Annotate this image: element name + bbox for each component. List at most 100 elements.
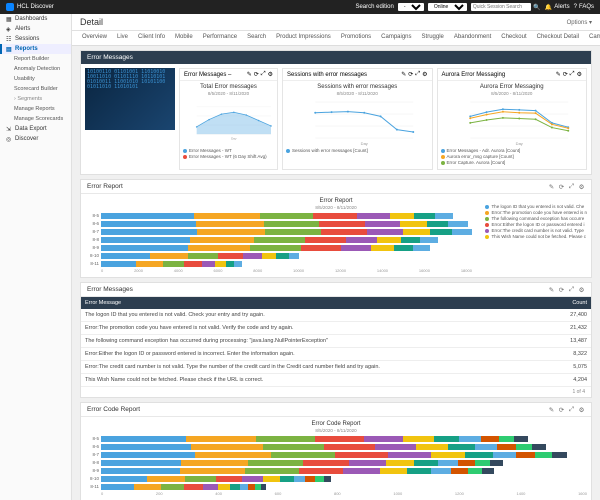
bar-segment (414, 460, 438, 466)
tab-product-impressions[interactable]: Product Impressions (274, 31, 333, 45)
table-col-count[interactable]: Count (541, 297, 591, 309)
gear-icon[interactable]: ⚙ (422, 71, 427, 78)
tab-checkout[interactable]: Checkout (499, 31, 528, 45)
table-row[interactable]: Error:The credit card number is not vali… (81, 361, 591, 374)
table-row[interactable]: Error:Either the logon ID or password en… (81, 348, 591, 361)
bar-segment (101, 261, 136, 267)
bar-segment (434, 436, 460, 442)
sidebar-sub-manage-reports[interactable]: Manage Reports (0, 104, 71, 114)
refresh-icon[interactable]: ⟳ (408, 71, 413, 78)
sidebar-item-sessions[interactable]: ☷Sessions (0, 34, 71, 44)
bar-segment (380, 468, 408, 474)
bar-segment (254, 237, 306, 243)
tab-struggle[interactable]: Struggle (420, 31, 446, 45)
bar-segment (161, 484, 184, 490)
panel-header: Error Report ✎ ⟳ ⤢ ⚙ (81, 180, 591, 194)
bar-segment (101, 436, 186, 442)
refresh-icon[interactable]: ⟳ (558, 183, 565, 190)
alerts-link[interactable]: 🔔Alerts (545, 4, 570, 11)
sidebar-item-dashboards[interactable]: ▦Dashboards (0, 14, 71, 24)
sidebar-sub-manage-scorecards[interactable]: Manage Scorecards (0, 114, 71, 124)
status-select[interactable]: Online (428, 3, 467, 11)
bar-segment (427, 221, 449, 227)
expand-icon[interactable]: ⤢ (570, 71, 575, 78)
edit-icon[interactable]: ✎ (548, 183, 555, 190)
sidebar-sub-usability[interactable]: Usability (0, 74, 71, 84)
tab-overview[interactable]: Overview (80, 31, 109, 45)
expand-icon[interactable]: ⤢ (568, 183, 575, 190)
nav-icon: ⇲ (6, 126, 12, 132)
edit-icon[interactable]: ✎ (548, 406, 555, 413)
table-row[interactable]: Error:The promotion code you have entere… (81, 322, 591, 335)
sidebar-sub-report-builder[interactable]: Report Builder (0, 54, 71, 64)
gear-icon[interactable]: ⚙ (268, 71, 273, 78)
tab-client-info[interactable]: Client Info (136, 31, 167, 45)
sidebar-sub-anomaly-detection[interactable]: Anomaly Detection (0, 64, 71, 74)
tab-campaigns[interactable]: Campaigns (379, 31, 413, 45)
bar-segment (101, 444, 191, 450)
search-icon[interactable]: 🔍 (533, 4, 541, 11)
refresh-icon[interactable]: ⟳ (558, 406, 565, 413)
expand-icon[interactable]: ⤢ (415, 71, 420, 78)
expand-icon[interactable]: ⤢ (261, 71, 266, 78)
edit-icon[interactable]: ✎ (401, 71, 406, 78)
sidebar-item-data-export[interactable]: ⇲Data Export (0, 124, 71, 134)
edit-icon[interactable]: ✎ (548, 286, 555, 293)
bar-segment (163, 261, 185, 267)
tab-promotions[interactable]: Promotions (339, 31, 373, 45)
edit-icon[interactable]: ✎ (556, 71, 561, 78)
gear-icon[interactable]: ⚙ (578, 286, 585, 293)
table-col-message[interactable]: Error Message (81, 297, 541, 309)
tab-performance[interactable]: Performance (201, 31, 239, 45)
bar-row: 8-6 (85, 443, 587, 450)
sidebar-sub-scorecard-builder[interactable]: Scorecard Builder (0, 84, 71, 94)
mini-chart: Day (441, 98, 583, 146)
bar-segment (202, 261, 215, 267)
pagination[interactable]: 1 of 4 (81, 387, 591, 397)
bar-segment (195, 452, 271, 458)
table-row[interactable]: The logon ID that you entered is not val… (81, 309, 591, 322)
edit-icon[interactable]: ✎ (247, 71, 252, 78)
bar-segment (226, 261, 235, 267)
axis-tick: 600 (275, 491, 282, 496)
tab-live[interactable]: Live (115, 31, 130, 45)
bar-row: 8-7 (85, 228, 472, 235)
binary-image: 10100110 01101001 11010010 10011010 0110… (85, 68, 175, 130)
gear-icon[interactable]: ⚙ (577, 71, 582, 78)
edition-select[interactable]: - (398, 3, 424, 11)
sidebar-item-discover[interactable]: ◎Discover (0, 134, 71, 144)
refresh-icon[interactable]: ⟳ (558, 286, 565, 293)
bar-segment (218, 484, 230, 490)
panel-header: Error Messages ✎ ⟳ ⤢ ⚙ (81, 283, 591, 297)
tab-abandonment[interactable]: Abandonment (452, 31, 493, 45)
bar-segment (263, 444, 324, 450)
tab-checkout-detail[interactable]: Checkout Detail (535, 31, 581, 45)
expand-icon[interactable]: ⤢ (568, 286, 575, 293)
sidebar-label: Discover (15, 136, 38, 142)
axis-tick: 14000 (377, 268, 388, 273)
gear-icon[interactable]: ⚙ (578, 183, 585, 190)
table-row[interactable]: The following command exception has occu… (81, 335, 591, 348)
bar-segment (101, 476, 147, 482)
bar-row: 8-9 (85, 244, 472, 251)
bar-segment (315, 436, 364, 442)
expand-icon[interactable]: ⤢ (568, 406, 575, 413)
options-menu[interactable]: Options ▾ (567, 19, 592, 26)
tab-campaigns[interactable]: Campaigns (587, 31, 600, 45)
bar-segment (280, 476, 294, 482)
refresh-icon[interactable]: ⟳ (254, 71, 259, 78)
tab-mobile[interactable]: Mobile (173, 31, 195, 45)
bar-segment (364, 436, 403, 442)
bar-segment (319, 221, 364, 227)
sidebar-item-reports[interactable]: ▤Reports (0, 44, 71, 54)
gear-icon[interactable]: ⚙ (578, 406, 585, 413)
tab-search[interactable]: Search (245, 31, 268, 45)
axis-tick: 12000 (335, 268, 346, 273)
sidebar-item-alerts[interactable]: ◈Alerts (0, 24, 71, 34)
table-row[interactable]: This Wish Name could not be fetched. Ple… (81, 374, 591, 387)
quick-search-input[interactable] (471, 3, 531, 11)
brand[interactable]: HCL Discover (6, 3, 54, 11)
refresh-icon[interactable]: ⟳ (563, 71, 568, 78)
faqs-link[interactable]: ?FAQs (574, 4, 594, 10)
cell-message: Error:The promotion code you have entere… (81, 322, 541, 335)
